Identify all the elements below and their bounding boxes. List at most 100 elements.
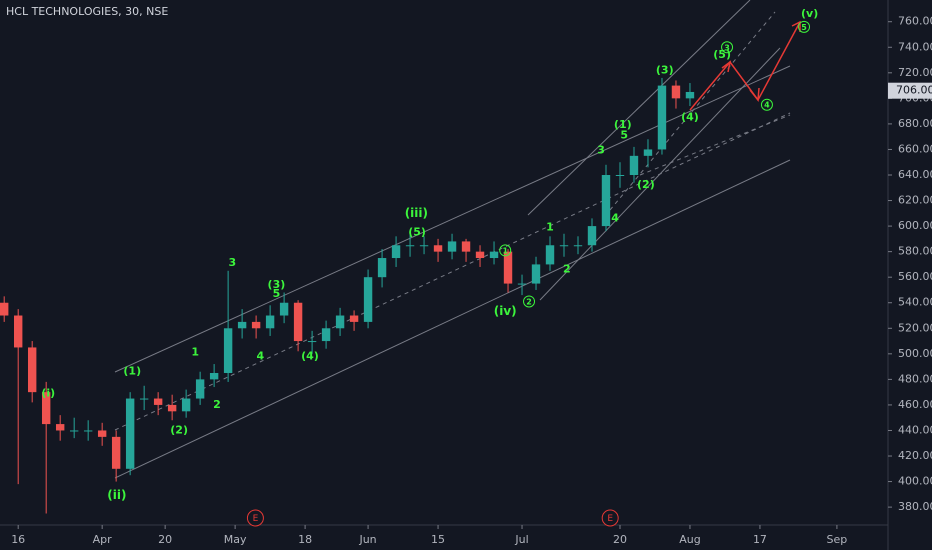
candle-body [111, 436, 121, 469]
wave-circle [499, 244, 512, 257]
y-tick-label: 760.00 [898, 15, 932, 28]
candle-body [545, 245, 555, 265]
channel-steep-upper [527, 0, 751, 216]
y-tick-label: 540.00 [898, 296, 932, 309]
candle-body [559, 245, 569, 247]
x-tick-label: 15 [431, 533, 445, 546]
wave-label: 1 [546, 220, 554, 233]
candle-body [489, 251, 499, 259]
wave-label: (4) [681, 111, 699, 124]
channel-steep-mid [609, 11, 776, 211]
x-tick-label: Jun [358, 533, 376, 546]
y-tick-label: 480.00 [898, 372, 932, 385]
wave-circle [523, 295, 536, 308]
wave-label: 2 [563, 263, 571, 276]
wave-label: (5) [713, 48, 731, 61]
candle-body [433, 245, 443, 252]
chart-title: HCL TECHNOLOGIES, 30, NSE [6, 5, 168, 18]
y-tick-label: 580.00 [898, 245, 932, 258]
wave-label: 4 [764, 101, 770, 110]
wave-label: 4 [611, 211, 619, 224]
candle-body [447, 241, 457, 252]
candle-body [153, 398, 163, 405]
event-label: E [253, 514, 259, 524]
projection-path [689, 21, 801, 111]
candle-body [97, 430, 107, 437]
wave-label: (i) [41, 386, 55, 399]
candle-body [13, 315, 23, 348]
candle-body [405, 245, 415, 247]
channel-steep-lower [539, 47, 781, 301]
candle-body [657, 85, 667, 150]
candle-body [685, 91, 695, 99]
x-tick-label: Jul [514, 533, 528, 546]
candle-body [69, 430, 79, 432]
candle-body [0, 302, 9, 316]
wave-circle [760, 98, 773, 111]
candle-body [461, 241, 471, 252]
candle-body [293, 302, 303, 342]
wave-label: (4) [301, 349, 319, 362]
candle-body [321, 328, 331, 342]
candle-body [41, 392, 51, 425]
y-tick-label: 620.00 [898, 194, 932, 207]
candle-body [377, 258, 387, 278]
candle-body [139, 398, 149, 400]
candle-body [83, 430, 93, 432]
x-tick-label: May [224, 533, 247, 546]
candle-body [363, 277, 373, 322]
y-tick-label: 520.00 [898, 321, 932, 334]
projection-arrowheads [721, 20, 801, 102]
y-tick-label: 460.00 [898, 398, 932, 411]
x-tick-label: Sep [827, 533, 848, 546]
wave-label: (iv) [494, 304, 517, 318]
event-label: E [607, 514, 613, 524]
y-tick-label: 500.00 [898, 347, 932, 360]
x-tick-label: Aug [679, 533, 700, 546]
candle-body [167, 404, 177, 412]
wave-label: 3 [597, 144, 605, 157]
y-tick-label: 660.00 [898, 142, 932, 155]
candle-body [195, 379, 205, 399]
y-tick-label: 400.00 [898, 475, 932, 488]
y-tick-label: 420.00 [898, 449, 932, 462]
candle-body [573, 245, 583, 247]
candle-body [587, 226, 597, 246]
channel-upper [114, 65, 791, 373]
y-tick-label: 720.00 [898, 66, 932, 79]
x-tick-label: 20 [613, 533, 627, 546]
y-tick-label: 680.00 [898, 117, 932, 130]
candle-body [517, 283, 527, 285]
candle-body [601, 175, 611, 227]
wave-label: 1 [502, 246, 508, 255]
candle-body [671, 85, 681, 99]
candle-body [391, 245, 401, 259]
candle-body [181, 398, 191, 412]
candle-body [55, 424, 65, 431]
candle-body [27, 347, 37, 393]
wave-label: (1) [614, 118, 632, 131]
candle-body [251, 321, 261, 329]
candle-body [223, 328, 233, 373]
wave-label: 3 [724, 43, 730, 52]
candle-body [475, 251, 485, 259]
candle-body [279, 302, 289, 316]
event-marker [601, 509, 619, 527]
wave-label: 3 [228, 256, 236, 269]
wave-label: 2 [526, 297, 532, 306]
wave-label: (3) [656, 63, 674, 76]
wave-label: 5 [620, 128, 628, 141]
x-tick-label: Apr [93, 533, 113, 546]
candle-body [307, 341, 317, 343]
channel-steep-lower2 [639, 114, 791, 176]
x-tick-label: 18 [298, 533, 312, 546]
candle-body [349, 315, 359, 322]
wave-label: 4 [256, 349, 264, 362]
y-tick-label: 600.00 [898, 219, 932, 232]
wave-label: 5 [273, 287, 281, 300]
y-tick-label: 560.00 [898, 270, 932, 283]
candle-body [237, 321, 247, 329]
last-price-tag [888, 82, 932, 99]
